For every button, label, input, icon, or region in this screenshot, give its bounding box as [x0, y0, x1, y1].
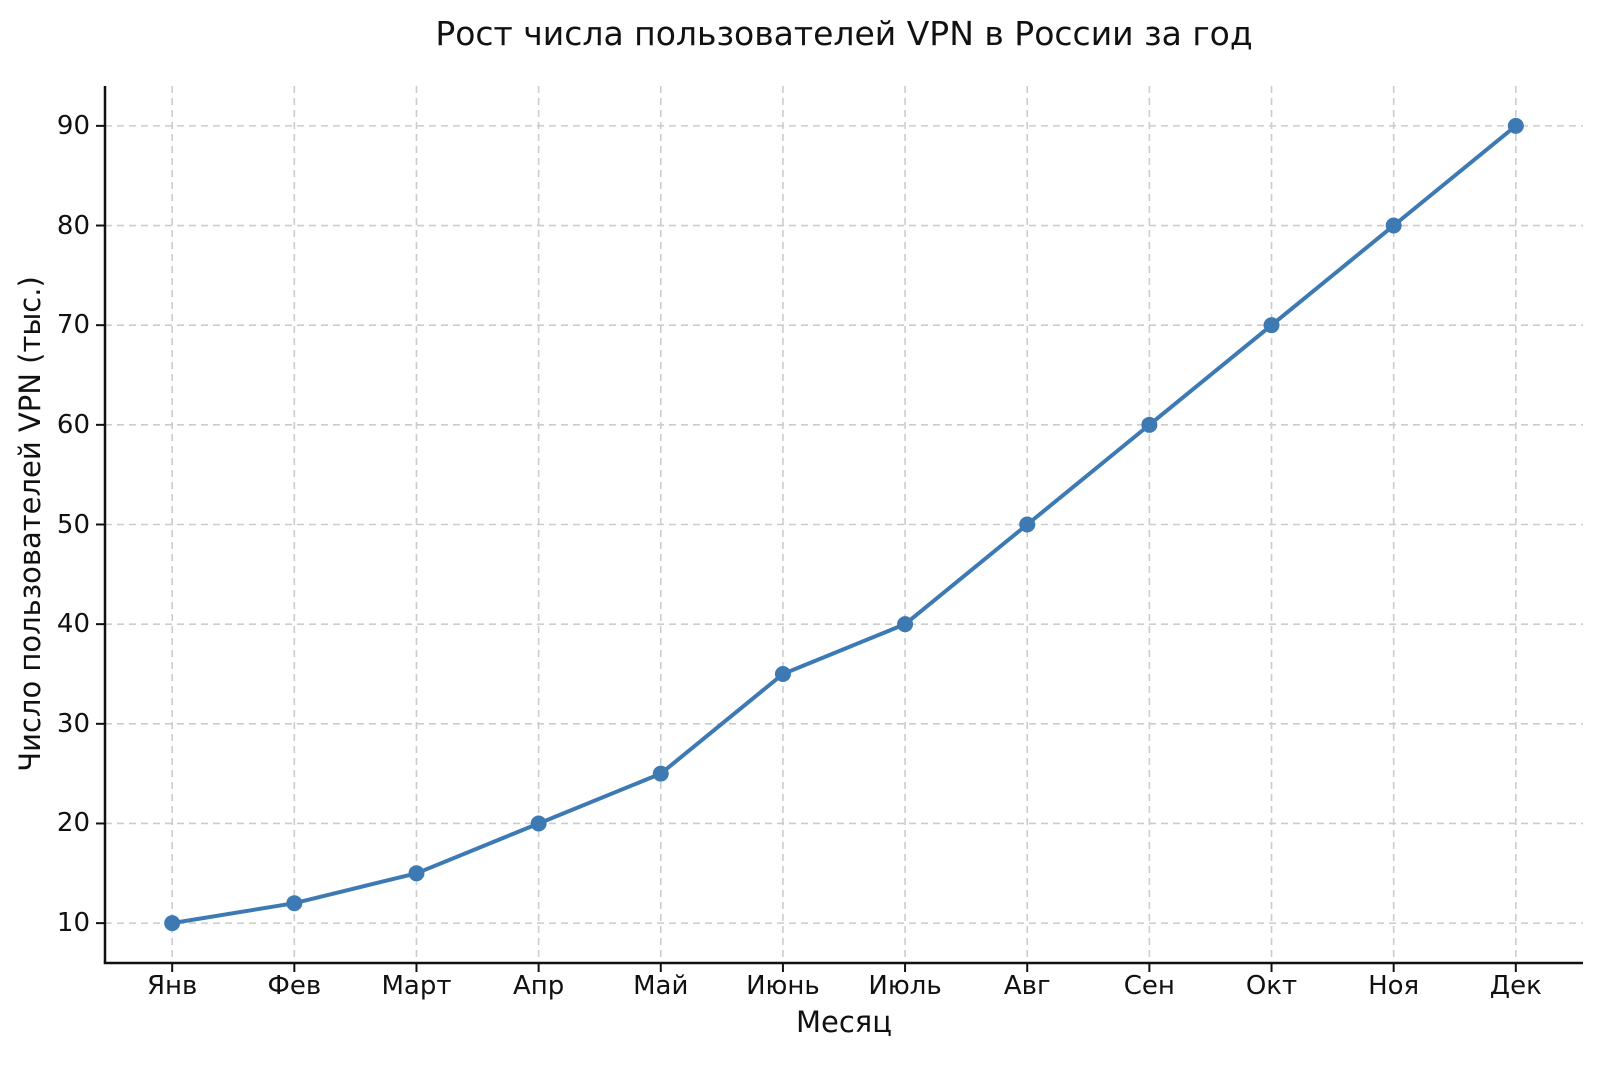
series-line — [170, 123, 1518, 926]
data-point — [530, 815, 547, 832]
x-tick-label: Янв — [146, 971, 198, 1001]
x-tick-label: Ноя — [1368, 971, 1420, 1001]
y-tick-label: 10 — [56, 908, 90, 939]
x-tick-label: Июнь — [746, 971, 820, 1001]
data-point — [774, 665, 791, 682]
data-point — [1263, 317, 1280, 334]
data-point — [1019, 516, 1036, 533]
data-point — [1507, 117, 1524, 134]
y-tick-label: 30 — [56, 708, 90, 739]
data-point — [408, 865, 425, 882]
data-point — [286, 895, 303, 912]
chart-title: Рост числа пользователей VPN в России за… — [435, 14, 1253, 53]
y-tick-label: 20 — [56, 808, 90, 839]
x-tick-label: Март — [381, 971, 452, 1001]
x-tick-label: Окт — [1245, 971, 1298, 1001]
x-tick-label: Авг — [1003, 971, 1051, 1001]
data-point — [1385, 217, 1402, 234]
y-tick-label: 40 — [56, 609, 90, 640]
x-tick-label: Фев — [267, 971, 322, 1001]
x-tick-label: Апр — [512, 971, 565, 1001]
x-tick-label: Дек — [1489, 971, 1542, 1001]
y-tick-label: 60 — [56, 409, 90, 440]
y-tick-label: 70 — [56, 310, 90, 341]
data-point — [652, 765, 669, 782]
x-tick-label: Май — [633, 971, 689, 1001]
x-axis-label: Месяц — [796, 1005, 892, 1039]
x-tick-label: Июль — [868, 971, 942, 1001]
data-point — [164, 915, 181, 932]
data-point — [1141, 416, 1158, 433]
x-tick-label: Сен — [1123, 971, 1175, 1001]
y-tick-label: 50 — [56, 509, 90, 540]
y-tick-label: 90 — [56, 110, 90, 141]
y-tick-label: 80 — [56, 210, 90, 241]
data-point — [897, 616, 914, 633]
